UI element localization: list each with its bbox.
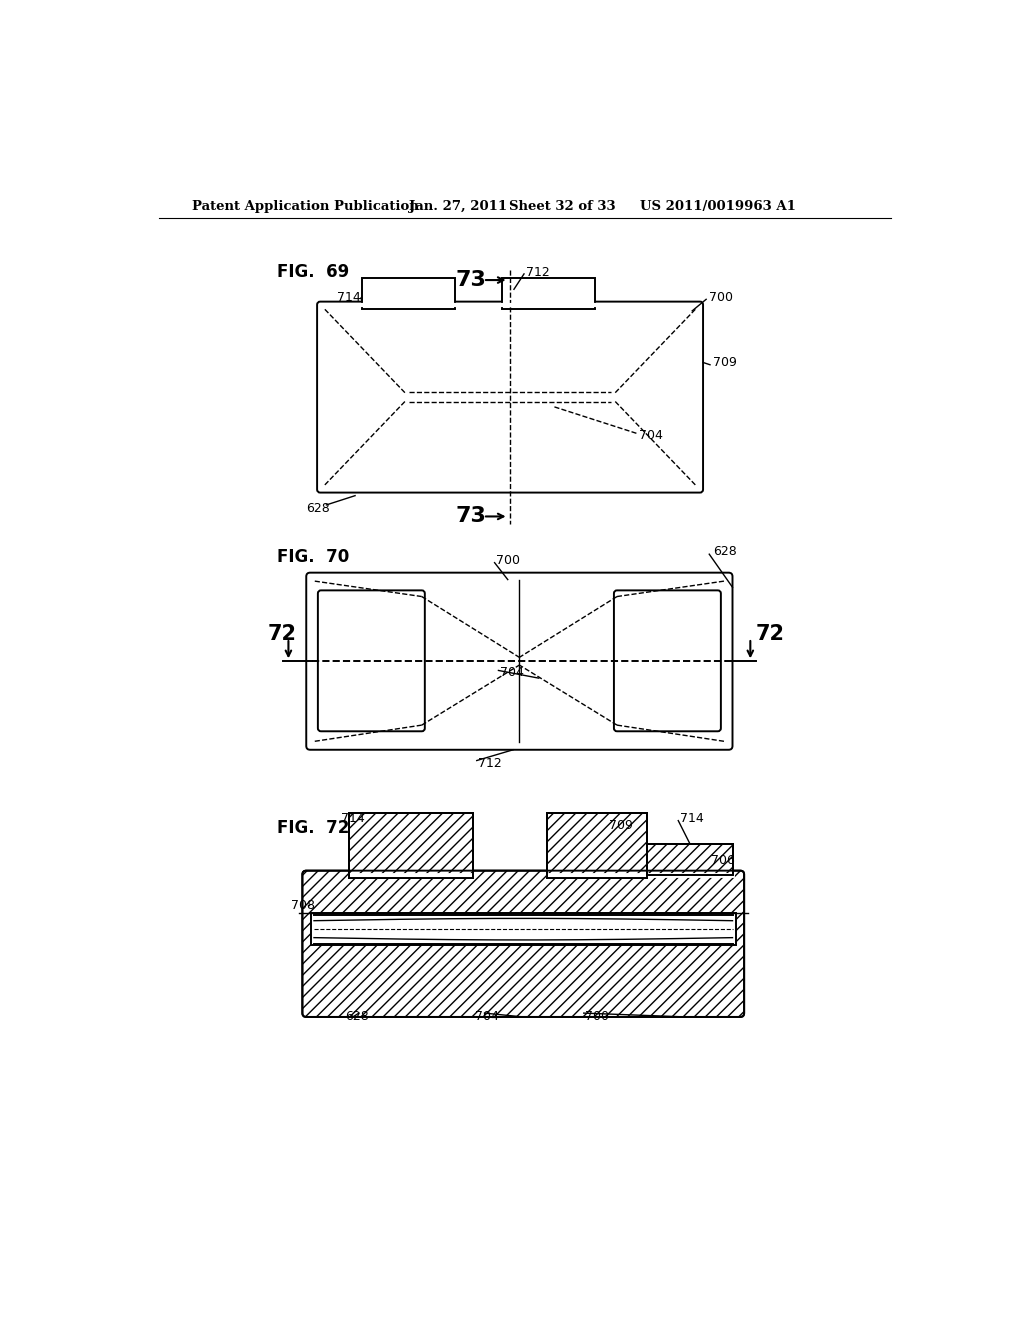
- FancyBboxPatch shape: [306, 573, 732, 750]
- Text: 628: 628: [713, 545, 737, 557]
- Text: 628: 628: [306, 502, 330, 515]
- Bar: [547, 813, 647, 878]
- Text: FIG.  69: FIG. 69: [276, 264, 349, 281]
- Text: FIG.  72: FIG. 72: [276, 820, 349, 837]
- Bar: [349, 813, 473, 878]
- Bar: [362, 277, 455, 309]
- Text: 73: 73: [456, 271, 486, 290]
- Text: 714: 714: [680, 812, 703, 825]
- Bar: [349, 813, 473, 878]
- Text: 708: 708: [291, 899, 314, 912]
- Text: Sheet 32 of 33: Sheet 32 of 33: [509, 199, 615, 213]
- Text: 73: 73: [456, 507, 486, 527]
- Text: US 2011/0019963 A1: US 2011/0019963 A1: [640, 199, 796, 213]
- Text: 704: 704: [500, 667, 524, 680]
- Text: 704: 704: [640, 429, 664, 442]
- Text: 709: 709: [608, 820, 633, 833]
- FancyBboxPatch shape: [302, 871, 744, 1016]
- Text: 712: 712: [478, 758, 502, 770]
- Text: FIG.  70: FIG. 70: [276, 548, 349, 566]
- FancyBboxPatch shape: [317, 302, 703, 492]
- Text: 72: 72: [267, 624, 297, 644]
- Bar: [311, 913, 735, 945]
- Text: Jan. 27, 2011: Jan. 27, 2011: [409, 199, 507, 213]
- Text: 709: 709: [713, 356, 737, 370]
- Text: 714: 714: [341, 812, 365, 825]
- Text: 704: 704: [475, 1010, 499, 1023]
- Text: 700: 700: [710, 290, 733, 304]
- Text: 72: 72: [756, 624, 784, 644]
- Text: 706: 706: [711, 854, 734, 867]
- Text: 714: 714: [337, 290, 361, 304]
- Text: Patent Application Publication: Patent Application Publication: [191, 199, 418, 213]
- Text: 700: 700: [586, 1010, 609, 1023]
- Bar: [502, 277, 595, 309]
- Text: 700: 700: [496, 554, 520, 566]
- Bar: [647, 843, 732, 875]
- Bar: [647, 843, 732, 875]
- Text: 628: 628: [345, 1010, 369, 1023]
- FancyBboxPatch shape: [614, 590, 721, 731]
- Bar: [547, 813, 647, 878]
- FancyBboxPatch shape: [317, 590, 425, 731]
- Text: 712: 712: [525, 265, 549, 279]
